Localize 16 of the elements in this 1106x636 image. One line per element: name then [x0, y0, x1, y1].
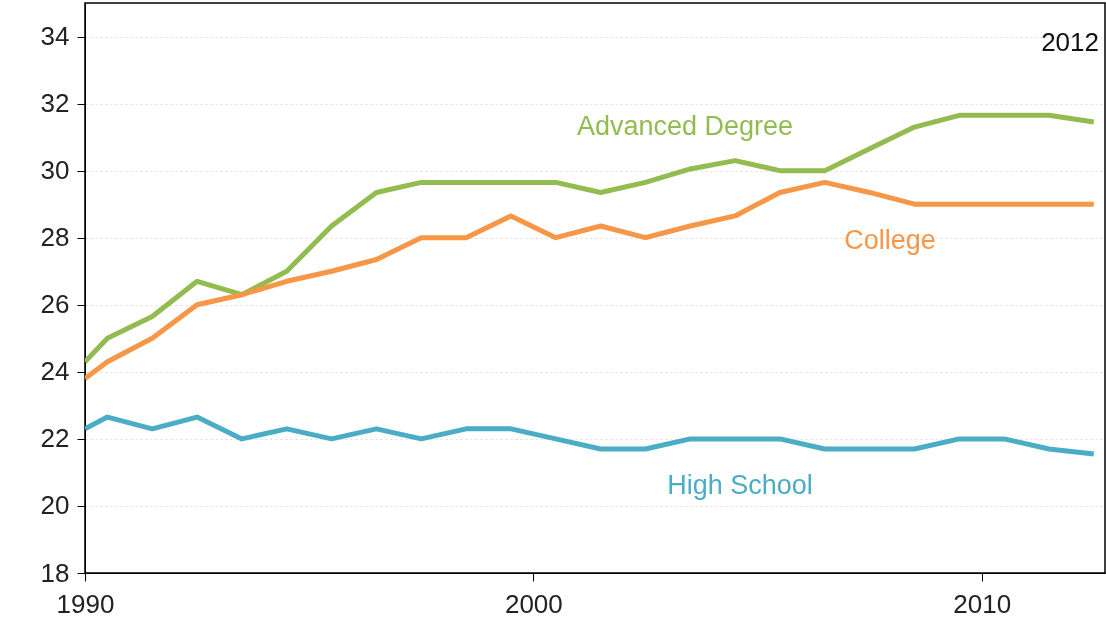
y-tick-label: 32 — [40, 88, 70, 119]
y-tick-label: 30 — [40, 155, 70, 186]
x-tick-label: 1990 — [56, 588, 115, 619]
series-label: College — [844, 225, 936, 255]
y-tick-label: 22 — [40, 423, 70, 454]
y-tick-label: 26 — [40, 289, 70, 320]
series-label: High School — [667, 470, 813, 500]
x-tick-label: 2010 — [953, 588, 1012, 619]
y-tick-label: 18 — [40, 557, 70, 588]
y-tick-label: 20 — [40, 490, 70, 521]
x-tick-label: 2000 — [504, 588, 563, 619]
y-tick-label: 28 — [40, 222, 70, 253]
series-label: Advanced Degree — [576, 111, 794, 141]
y-tick-label: 24 — [40, 356, 70, 387]
annotation: 2012 — [1041, 27, 1099, 57]
y-tick-label: 34 — [40, 21, 70, 52]
